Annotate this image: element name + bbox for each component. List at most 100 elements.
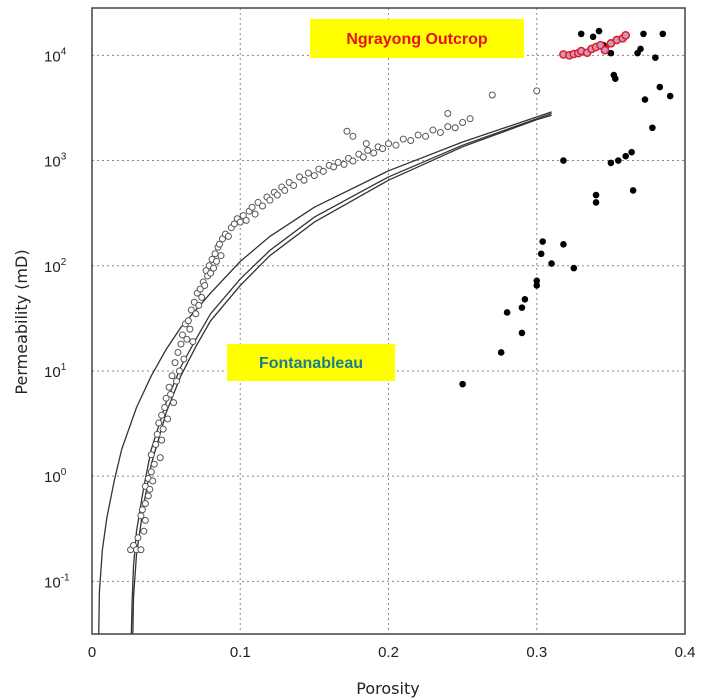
outcrop-point: [560, 240, 567, 248]
x-tick-labels: 0 0.1 0.2 0.3 0.4: [88, 644, 696, 661]
fontanableau-point: [189, 338, 197, 346]
outcrop-point: [614, 157, 622, 164]
outcrop-point: [521, 296, 529, 303]
fontanableau-point: [340, 160, 348, 168]
plot-frame: [91, 7, 686, 635]
fontanableau-point: [300, 176, 308, 184]
series-open-circle: [127, 87, 541, 554]
fontanableau-point: [407, 137, 415, 145]
fontanableau-point: [304, 169, 312, 177]
fontanableau-point: [251, 210, 259, 218]
fontanableau-point: [334, 158, 342, 166]
fontanableau-point: [364, 146, 372, 154]
fontanableau-point: [414, 131, 422, 139]
outcrop-point: [459, 380, 466, 388]
annotation-ngrayong-label: Ngrayong Outcrop: [346, 31, 488, 48]
fontanableau-point: [459, 118, 467, 126]
outcrop-point: [497, 349, 505, 356]
outcrop-point: [652, 54, 659, 61]
series-red-open-circle: [559, 31, 631, 60]
fontanableau-point: [248, 203, 256, 211]
fontanableau-point: [198, 293, 206, 301]
fontanableau-point: [266, 196, 274, 204]
outcrop-point: [659, 30, 667, 38]
y-tick-label: 101: [44, 362, 67, 381]
fontanableau-point: [436, 128, 444, 136]
fontanableau-point: [167, 390, 175, 398]
fontanableau-point: [174, 348, 182, 356]
outcrop-point: [533, 282, 541, 289]
fontanableau-point: [134, 534, 142, 542]
outcrop-point: [649, 124, 656, 132]
y-tick-label: 102: [44, 257, 67, 276]
x-tick-label: 0: [88, 644, 96, 661]
fontanableau-point: [343, 127, 351, 135]
annotation-ngrayong: Ngrayong Outcrop: [310, 19, 524, 58]
fontanableau-point: [330, 163, 338, 171]
outcrop-point: [592, 191, 600, 199]
fontanableau-point: [210, 264, 218, 272]
fontanableau-point: [137, 512, 145, 520]
fontanableau-point: [141, 500, 149, 508]
fontanableau-point: [150, 460, 158, 468]
outcrop-point: [622, 152, 629, 160]
fontanableau-point: [224, 232, 232, 240]
fontanableau-point: [140, 527, 148, 535]
fontanableau-point: [399, 135, 407, 143]
y-tick-label: 103: [44, 152, 67, 171]
x-tick-label: 0.3: [526, 644, 547, 661]
outcrop-point: [589, 33, 597, 41]
fontanableau-point: [207, 269, 215, 277]
outcrop-point: [666, 92, 674, 100]
fontanableau-point: [215, 240, 223, 248]
fontanableau-point: [429, 126, 437, 134]
ngrayong-point: [600, 45, 610, 55]
annotation-fontanableau: Fontanableau: [227, 344, 395, 381]
outcrop-point: [533, 277, 541, 285]
fontanableau-point: [370, 149, 378, 157]
fontanableau-point: [141, 516, 149, 524]
outcrop-point: [656, 83, 664, 91]
fontanableau-point: [164, 415, 172, 423]
fontanableau-point: [349, 132, 357, 140]
fontanableau-point: [392, 141, 400, 149]
fontanableau-point: [180, 355, 188, 363]
y-tick-label: 104: [44, 46, 67, 65]
x-axis-label: Porosity: [356, 679, 419, 698]
fontanableau-point: [201, 281, 209, 289]
fontanableau-point: [184, 317, 192, 325]
fontanableau-point: [173, 377, 181, 385]
fontanableau-point: [177, 340, 185, 348]
fontanableau-point: [144, 492, 152, 500]
y-tick-labels: 10-1 100 101 102 103 104: [44, 46, 70, 591]
fontanableau-point: [258, 202, 266, 210]
series-filled-circle: [459, 27, 674, 388]
outcrop-point: [518, 304, 526, 311]
outcrop-point: [577, 30, 585, 38]
outcrop-point: [629, 187, 637, 194]
fontanableau-point: [168, 372, 176, 380]
fontanableau-point: [158, 436, 166, 444]
fontanableau-point: [379, 145, 387, 153]
fontanableau-point: [175, 367, 183, 375]
x-tick-label: 0.1: [230, 644, 251, 661]
fontanableau-point: [310, 172, 318, 180]
fontanableau-point: [533, 87, 541, 95]
annotation-fontanableau-label: Fontanableau: [259, 355, 363, 372]
fontanableau-point: [349, 157, 357, 165]
fontanableau-point: [236, 218, 244, 226]
data-points: [127, 27, 674, 554]
outcrop-point: [592, 199, 600, 206]
fontanableau-point: [290, 181, 298, 189]
fontanableau-point: [385, 140, 392, 148]
annotation-ngrayong-background: [310, 19, 524, 58]
fontanableau-point: [146, 485, 154, 493]
fontanableau-point: [444, 123, 452, 131]
fontanableau-point: [466, 115, 474, 123]
fontanableau-point: [211, 250, 219, 258]
outcrop-point: [607, 49, 615, 57]
trend-curve-1: [98, 111, 552, 634]
fontanableau-point: [147, 468, 155, 476]
fontanableau-point: [155, 419, 163, 427]
ngrayong-point: [621, 31, 631, 40]
